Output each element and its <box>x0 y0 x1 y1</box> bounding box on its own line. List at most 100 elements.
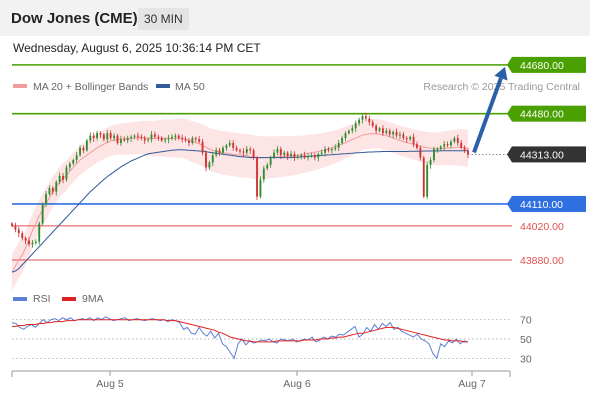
candle <box>205 150 207 172</box>
candle <box>14 222 17 233</box>
candle <box>191 136 194 145</box>
timestamp: Wednesday, August 6, 2025 10:36:14 PM CE… <box>13 41 261 55</box>
x-tick-label: Aug 6 <box>283 378 311 390</box>
ma50-line <box>11 149 468 273</box>
ma20-line <box>11 133 469 273</box>
candle <box>371 119 374 128</box>
candle <box>215 147 218 158</box>
target-arrow-head <box>494 66 508 81</box>
header-bar <box>0 0 590 36</box>
rsi-ma-line <box>12 319 468 343</box>
candle <box>222 145 224 155</box>
level-label: 44020.00 <box>520 221 564 233</box>
candle <box>143 135 146 144</box>
rsi-tick-label: 50 <box>520 334 532 346</box>
level-label: 44110.00 <box>520 199 563 211</box>
candle <box>327 146 330 153</box>
candle <box>262 165 265 183</box>
candle <box>62 172 64 184</box>
candle <box>450 139 452 149</box>
candle <box>126 135 129 144</box>
candle <box>157 134 160 141</box>
candle <box>218 147 221 157</box>
candle <box>48 185 51 196</box>
candle <box>286 151 289 161</box>
candle <box>358 117 361 126</box>
candle <box>310 152 313 158</box>
rsi-line <box>11 316 469 360</box>
candle <box>34 239 37 245</box>
candle <box>194 136 197 143</box>
candle <box>419 145 422 161</box>
candle <box>198 136 201 144</box>
candle <box>17 226 20 238</box>
candle <box>171 134 173 141</box>
candle <box>337 140 340 151</box>
candle <box>392 130 395 139</box>
candle <box>201 139 204 156</box>
ma20-legend-swatch <box>13 84 27 88</box>
candle <box>439 145 442 152</box>
candle <box>58 172 61 185</box>
target-arrow-shaft <box>472 77 503 154</box>
candle <box>351 125 354 134</box>
candle <box>208 160 211 170</box>
candle <box>41 202 44 226</box>
candle <box>72 158 75 166</box>
candle <box>153 131 156 139</box>
candle <box>354 120 357 133</box>
candle <box>402 131 405 141</box>
candle <box>75 151 78 164</box>
candle <box>188 138 190 147</box>
level-label: 44313.00 <box>520 149 564 161</box>
candle <box>290 150 292 159</box>
candle <box>228 139 231 148</box>
candle <box>38 221 41 245</box>
candle <box>51 185 54 195</box>
candle <box>347 129 350 135</box>
candle <box>422 155 425 199</box>
candle <box>436 147 439 153</box>
x-tick-label: Aug 7 <box>458 378 486 390</box>
candle <box>385 128 388 135</box>
candle <box>313 153 316 161</box>
candle <box>252 148 255 160</box>
candle <box>113 133 116 142</box>
candle <box>364 112 367 121</box>
candle <box>136 132 139 141</box>
candle <box>150 130 153 143</box>
candle <box>276 146 279 156</box>
candle <box>266 162 269 171</box>
candle <box>467 148 469 159</box>
candle <box>453 136 456 144</box>
candle <box>283 150 286 158</box>
candle <box>106 130 109 143</box>
candle <box>324 146 327 157</box>
candle <box>85 138 88 152</box>
candle <box>341 135 344 145</box>
candle <box>99 131 102 139</box>
candle <box>140 134 143 141</box>
candle <box>334 144 337 151</box>
candle <box>130 134 133 142</box>
candle <box>65 164 68 182</box>
candle <box>399 131 401 140</box>
candle <box>164 137 167 144</box>
candle <box>273 149 275 160</box>
rsi-ma-legend-swatch <box>62 297 76 301</box>
candle <box>160 136 163 142</box>
timeframe-button[interactable]: 30 MIN <box>138 8 189 30</box>
candle <box>123 136 126 142</box>
candle <box>119 135 122 146</box>
candle <box>45 191 47 207</box>
candle <box>31 240 34 248</box>
candle <box>378 126 381 133</box>
candle <box>344 131 347 141</box>
candle <box>82 145 85 154</box>
candle <box>174 133 177 141</box>
level-tag-current <box>512 146 586 163</box>
ma50-legend-label: MA 50 <box>175 81 205 93</box>
candle <box>375 123 378 134</box>
level-tag-pointer <box>507 56 512 73</box>
